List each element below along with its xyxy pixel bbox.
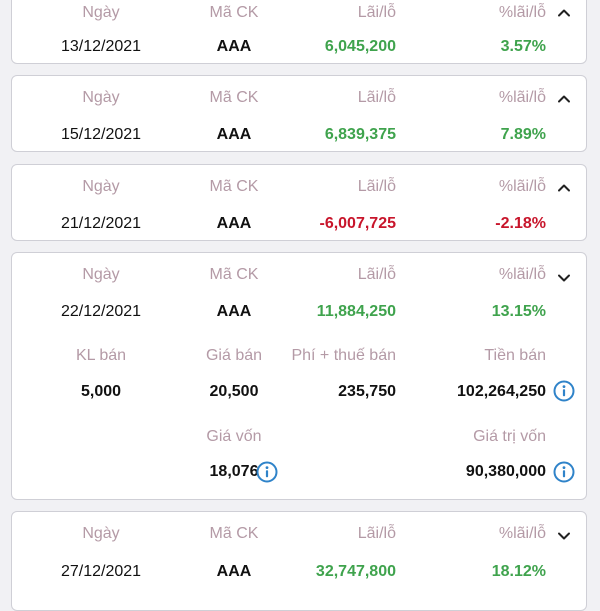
profit-value: -6,007,725 [319, 215, 396, 232]
date-label: Ngày [82, 178, 120, 195]
symbol-value: AAA [216, 38, 252, 55]
percent-label: %lãi/lỗ [498, 178, 546, 195]
chevron-up-icon[interactable] [556, 180, 572, 196]
sell-amount-label: Tiền bán [484, 347, 546, 364]
symbol-label: Mã CK [209, 89, 259, 106]
profit-label: Lãi/lỗ [357, 89, 396, 106]
symbol-value: AAA [216, 563, 252, 580]
profit-label: Lãi/lỗ [357, 4, 396, 21]
profit-value: 32,747,800 [315, 563, 396, 580]
percent-label: %lãi/lỗ [498, 89, 546, 106]
sell-price-label: Giá bán [205, 347, 263, 364]
chevron-up-icon[interactable] [556, 5, 572, 21]
date-value: 27/12/2021 [60, 563, 142, 580]
profit-label: Lãi/lỗ [357, 525, 396, 542]
date-label: Ngày [82, 89, 120, 106]
profit-value: 6,839,375 [324, 126, 396, 143]
sell-amount-value: 102,264,250 [457, 383, 546, 400]
date-label: Ngày [82, 266, 120, 283]
percent-value: 7.89% [500, 126, 546, 143]
fee-tax-value: 235,750 [338, 383, 396, 400]
symbol-label: Mã CK [209, 525, 259, 542]
symbol-value: AAA [216, 303, 252, 320]
cost-price-label: Giá vốn [206, 428, 262, 445]
profit-value: 11,884,250 [316, 303, 396, 320]
sell-price-value: 20,500 [209, 383, 259, 400]
transaction-card-expanded[interactable]: Ngày Mã CK Lãi/lỗ %lãi/lỗ 22/12/2021 AAA… [11, 252, 587, 500]
date-value: 21/12/2021 [60, 215, 142, 232]
chevron-down-icon[interactable] [556, 270, 572, 286]
info-icon[interactable] [553, 461, 575, 483]
date-label: Ngày [82, 4, 120, 21]
sell-qty-label: KL bán [75, 347, 127, 364]
transaction-card[interactable]: Ngày Mã CK Lãi/lỗ %lãi/lỗ 21/12/2021 AAA… [11, 164, 587, 241]
sell-qty-value: 5,000 [80, 383, 122, 400]
cost-price-value: 18,076 [209, 463, 259, 480]
info-icon[interactable] [256, 461, 278, 483]
percent-value: 18.12% [491, 563, 546, 580]
info-icon[interactable] [553, 380, 575, 402]
date-value: 22/12/2021 [60, 303, 142, 320]
chevron-down-icon[interactable] [556, 528, 572, 544]
symbol-value: AAA [216, 126, 252, 143]
symbol-label: Mã CK [209, 4, 259, 21]
cost-value-label: Giá trị vốn [473, 428, 546, 445]
profit-label: Lãi/lỗ [357, 178, 396, 195]
percent-value: -2.18% [495, 215, 546, 232]
date-value: 15/12/2021 [60, 126, 142, 143]
cost-value-value: 90,380,000 [465, 463, 546, 480]
percent-label: %lãi/lỗ [498, 4, 546, 21]
symbol-label: Mã CK [209, 266, 259, 283]
date-value: 13/12/2021 [60, 38, 142, 55]
profit-label: Lãi/lỗ [357, 266, 396, 283]
percent-label: %lãi/lỗ [498, 266, 546, 283]
chevron-up-icon[interactable] [556, 91, 572, 107]
profit-value: 6,045,200 [324, 38, 396, 55]
date-label: Ngày [82, 525, 120, 542]
transaction-card[interactable]: Ngày Mã CK Lãi/lỗ %lãi/lỗ 13/12/2021 AAA… [11, 0, 587, 64]
percent-value: 3.57% [500, 38, 546, 55]
fee-tax-label: Phí + thuế bán [291, 347, 396, 364]
percent-label: %lãi/lỗ [498, 525, 546, 542]
transaction-card[interactable]: Ngày Mã CK Lãi/lỗ %lãi/lỗ 15/12/2021 AAA… [11, 75, 587, 152]
transaction-card[interactable]: Ngày Mã CK Lãi/lỗ %lãi/lỗ 27/12/2021 AAA… [11, 511, 587, 611]
percent-value: 13.15% [491, 303, 546, 320]
symbol-label: Mã CK [209, 178, 259, 195]
symbol-value: AAA [216, 215, 252, 232]
